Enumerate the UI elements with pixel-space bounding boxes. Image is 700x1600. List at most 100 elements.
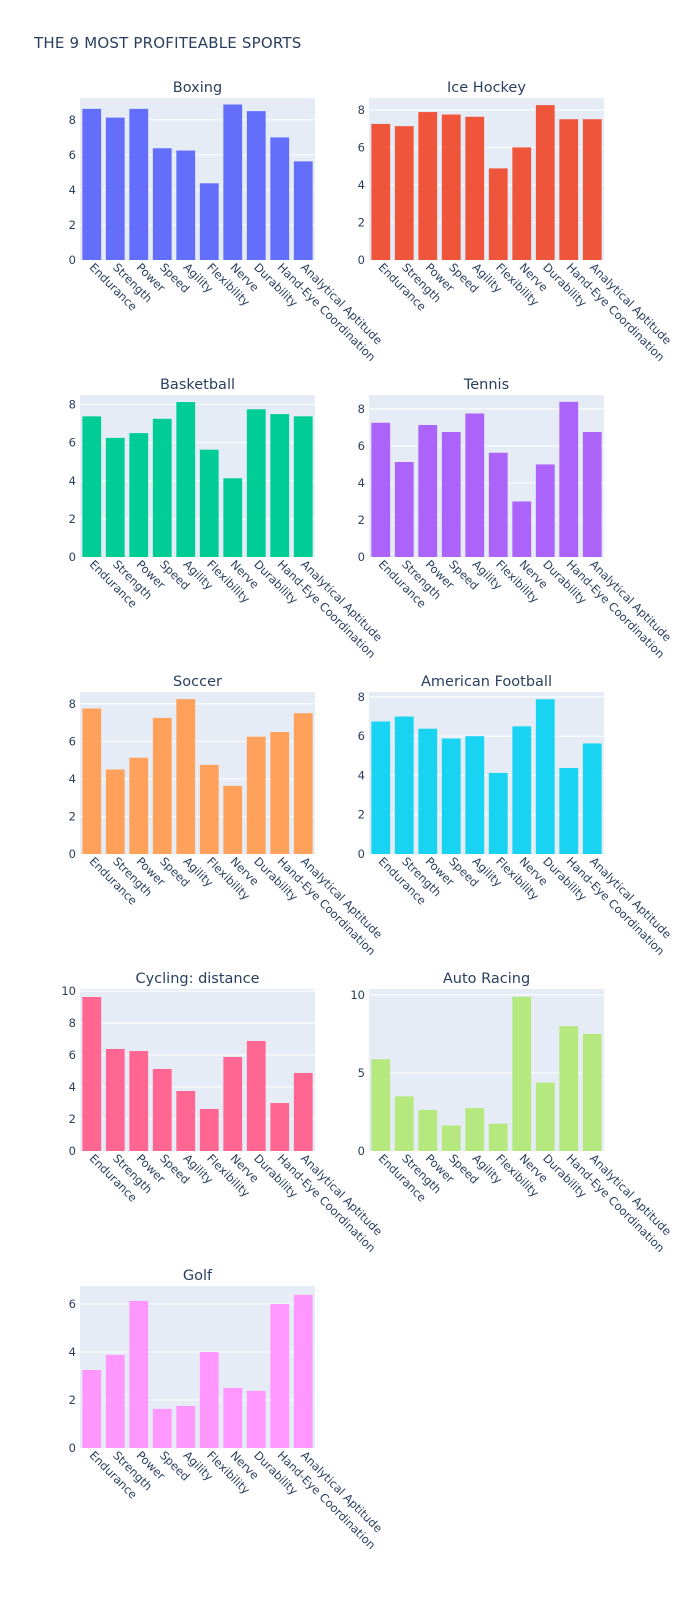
bar-endurance[interactable] — [371, 422, 391, 557]
bar-agility[interactable] — [176, 150, 196, 260]
subplot-cycling-distance: 0246810EnduranceStrengthPowerSpeedAgilit… — [61, 971, 385, 1255]
x-tick-label: Hand-Eye Coordination — [275, 1448, 379, 1552]
bar-agility[interactable] — [465, 116, 485, 260]
bar-speed[interactable] — [152, 717, 172, 854]
bar-nerve[interactable] — [512, 147, 532, 260]
bar-endurance[interactable] — [371, 721, 391, 854]
subplot-basketball: 02468EnduranceStrengthPowerSpeedAgilityF… — [69, 377, 386, 661]
bar-hand-eye-coordination[interactable] — [559, 401, 579, 557]
bar-endurance[interactable] — [82, 416, 102, 557]
bar-analytical-aptitude[interactable] — [293, 713, 313, 854]
bar-hand-eye-coordination[interactable] — [559, 119, 579, 260]
bar-nerve[interactable] — [223, 104, 243, 260]
bar-analytical-aptitude[interactable] — [293, 1072, 313, 1151]
bar-agility[interactable] — [465, 1108, 485, 1151]
bar-power[interactable] — [418, 728, 438, 854]
bar-nerve[interactable] — [512, 501, 532, 557]
bar-nerve[interactable] — [512, 726, 532, 854]
bar-durability[interactable] — [246, 736, 266, 854]
bar-hand-eye-coordination[interactable] — [270, 731, 290, 854]
bar-speed[interactable] — [152, 418, 172, 557]
bar-strength[interactable] — [105, 1048, 125, 1151]
bar-speed[interactable] — [152, 1068, 172, 1151]
bar-durability[interactable] — [246, 111, 266, 260]
y-tick-label: 4 — [69, 183, 76, 197]
subplot-title: Ice Hockey — [447, 80, 526, 96]
bar-speed[interactable] — [441, 114, 461, 260]
bar-durability[interactable] — [535, 464, 555, 557]
y-tick-label: 2 — [69, 1112, 76, 1126]
bar-flexibility[interactable] — [488, 452, 508, 557]
bar-speed[interactable] — [441, 1125, 461, 1151]
bar-power[interactable] — [129, 1300, 149, 1448]
bar-analytical-aptitude[interactable] — [582, 743, 602, 854]
bar-nerve[interactable] — [223, 1056, 243, 1151]
bar-flexibility[interactable] — [199, 183, 219, 260]
bar-flexibility[interactable] — [199, 764, 219, 854]
bar-agility[interactable] — [176, 402, 196, 557]
bar-strength[interactable] — [105, 1354, 125, 1448]
bar-endurance[interactable] — [82, 996, 102, 1151]
bar-flexibility[interactable] — [199, 1352, 219, 1448]
bar-endurance[interactable] — [82, 1370, 102, 1448]
bar-power[interactable] — [418, 1109, 438, 1151]
bar-hand-eye-coordination[interactable] — [270, 1304, 290, 1448]
bar-power[interactable] — [129, 1051, 149, 1151]
bar-endurance[interactable] — [82, 708, 102, 854]
bar-flexibility[interactable] — [199, 449, 219, 557]
bar-nerve[interactable] — [223, 1388, 243, 1448]
bar-durability[interactable] — [535, 1082, 555, 1151]
bar-agility[interactable] — [176, 1091, 196, 1151]
y-tick-label: 2 — [69, 512, 76, 526]
bar-endurance[interactable] — [82, 108, 102, 261]
bar-nerve[interactable] — [223, 785, 243, 854]
bar-durability[interactable] — [246, 1040, 266, 1151]
bar-agility[interactable] — [465, 413, 485, 557]
bar-strength[interactable] — [394, 126, 414, 260]
bar-durability[interactable] — [246, 1390, 266, 1448]
bar-endurance[interactable] — [371, 1059, 391, 1151]
bar-hand-eye-coordination[interactable] — [270, 1103, 290, 1151]
bar-nerve[interactable] — [223, 478, 243, 557]
bar-flexibility[interactable] — [488, 1123, 508, 1151]
bar-agility[interactable] — [465, 736, 485, 854]
bar-hand-eye-coordination[interactable] — [270, 414, 290, 557]
bar-agility[interactable] — [176, 1406, 196, 1448]
bar-power[interactable] — [129, 108, 149, 261]
bar-endurance[interactable] — [371, 123, 391, 260]
bar-analytical-aptitude[interactable] — [293, 161, 313, 260]
bar-durability[interactable] — [535, 105, 555, 260]
bar-analytical-aptitude[interactable] — [293, 1294, 313, 1448]
x-tick-label: Hand-Eye Coordination — [564, 854, 668, 958]
bar-analytical-aptitude[interactable] — [582, 1033, 602, 1151]
bar-durability[interactable] — [535, 699, 555, 854]
bar-strength[interactable] — [394, 462, 414, 557]
bar-agility[interactable] — [176, 699, 196, 854]
bar-analytical-aptitude[interactable] — [582, 432, 602, 557]
bar-power[interactable] — [418, 424, 438, 557]
bar-power[interactable] — [129, 433, 149, 557]
bar-flexibility[interactable] — [488, 772, 508, 854]
bar-speed[interactable] — [441, 738, 461, 854]
bar-strength[interactable] — [105, 769, 125, 854]
bar-flexibility[interactable] — [199, 1108, 219, 1151]
bar-power[interactable] — [129, 757, 149, 854]
bar-speed[interactable] — [152, 1408, 172, 1448]
bar-analytical-aptitude[interactable] — [582, 119, 602, 260]
bar-strength[interactable] — [105, 437, 125, 557]
bar-speed[interactable] — [152, 148, 172, 260]
bar-durability[interactable] — [246, 409, 266, 557]
bar-speed[interactable] — [441, 432, 461, 557]
bar-power[interactable] — [418, 112, 438, 260]
y-tick-label: 2 — [69, 218, 76, 232]
bar-hand-eye-coordination[interactable] — [270, 137, 290, 260]
bar-analytical-aptitude[interactable] — [293, 416, 313, 557]
bar-flexibility[interactable] — [488, 168, 508, 260]
bar-hand-eye-coordination[interactable] — [559, 1026, 579, 1151]
bar-strength[interactable] — [105, 117, 125, 260]
subplot-title: Boxing — [173, 80, 222, 96]
bar-strength[interactable] — [394, 1096, 414, 1151]
bar-strength[interactable] — [394, 716, 414, 854]
bar-hand-eye-coordination[interactable] — [559, 767, 579, 854]
bar-nerve[interactable] — [512, 996, 532, 1151]
